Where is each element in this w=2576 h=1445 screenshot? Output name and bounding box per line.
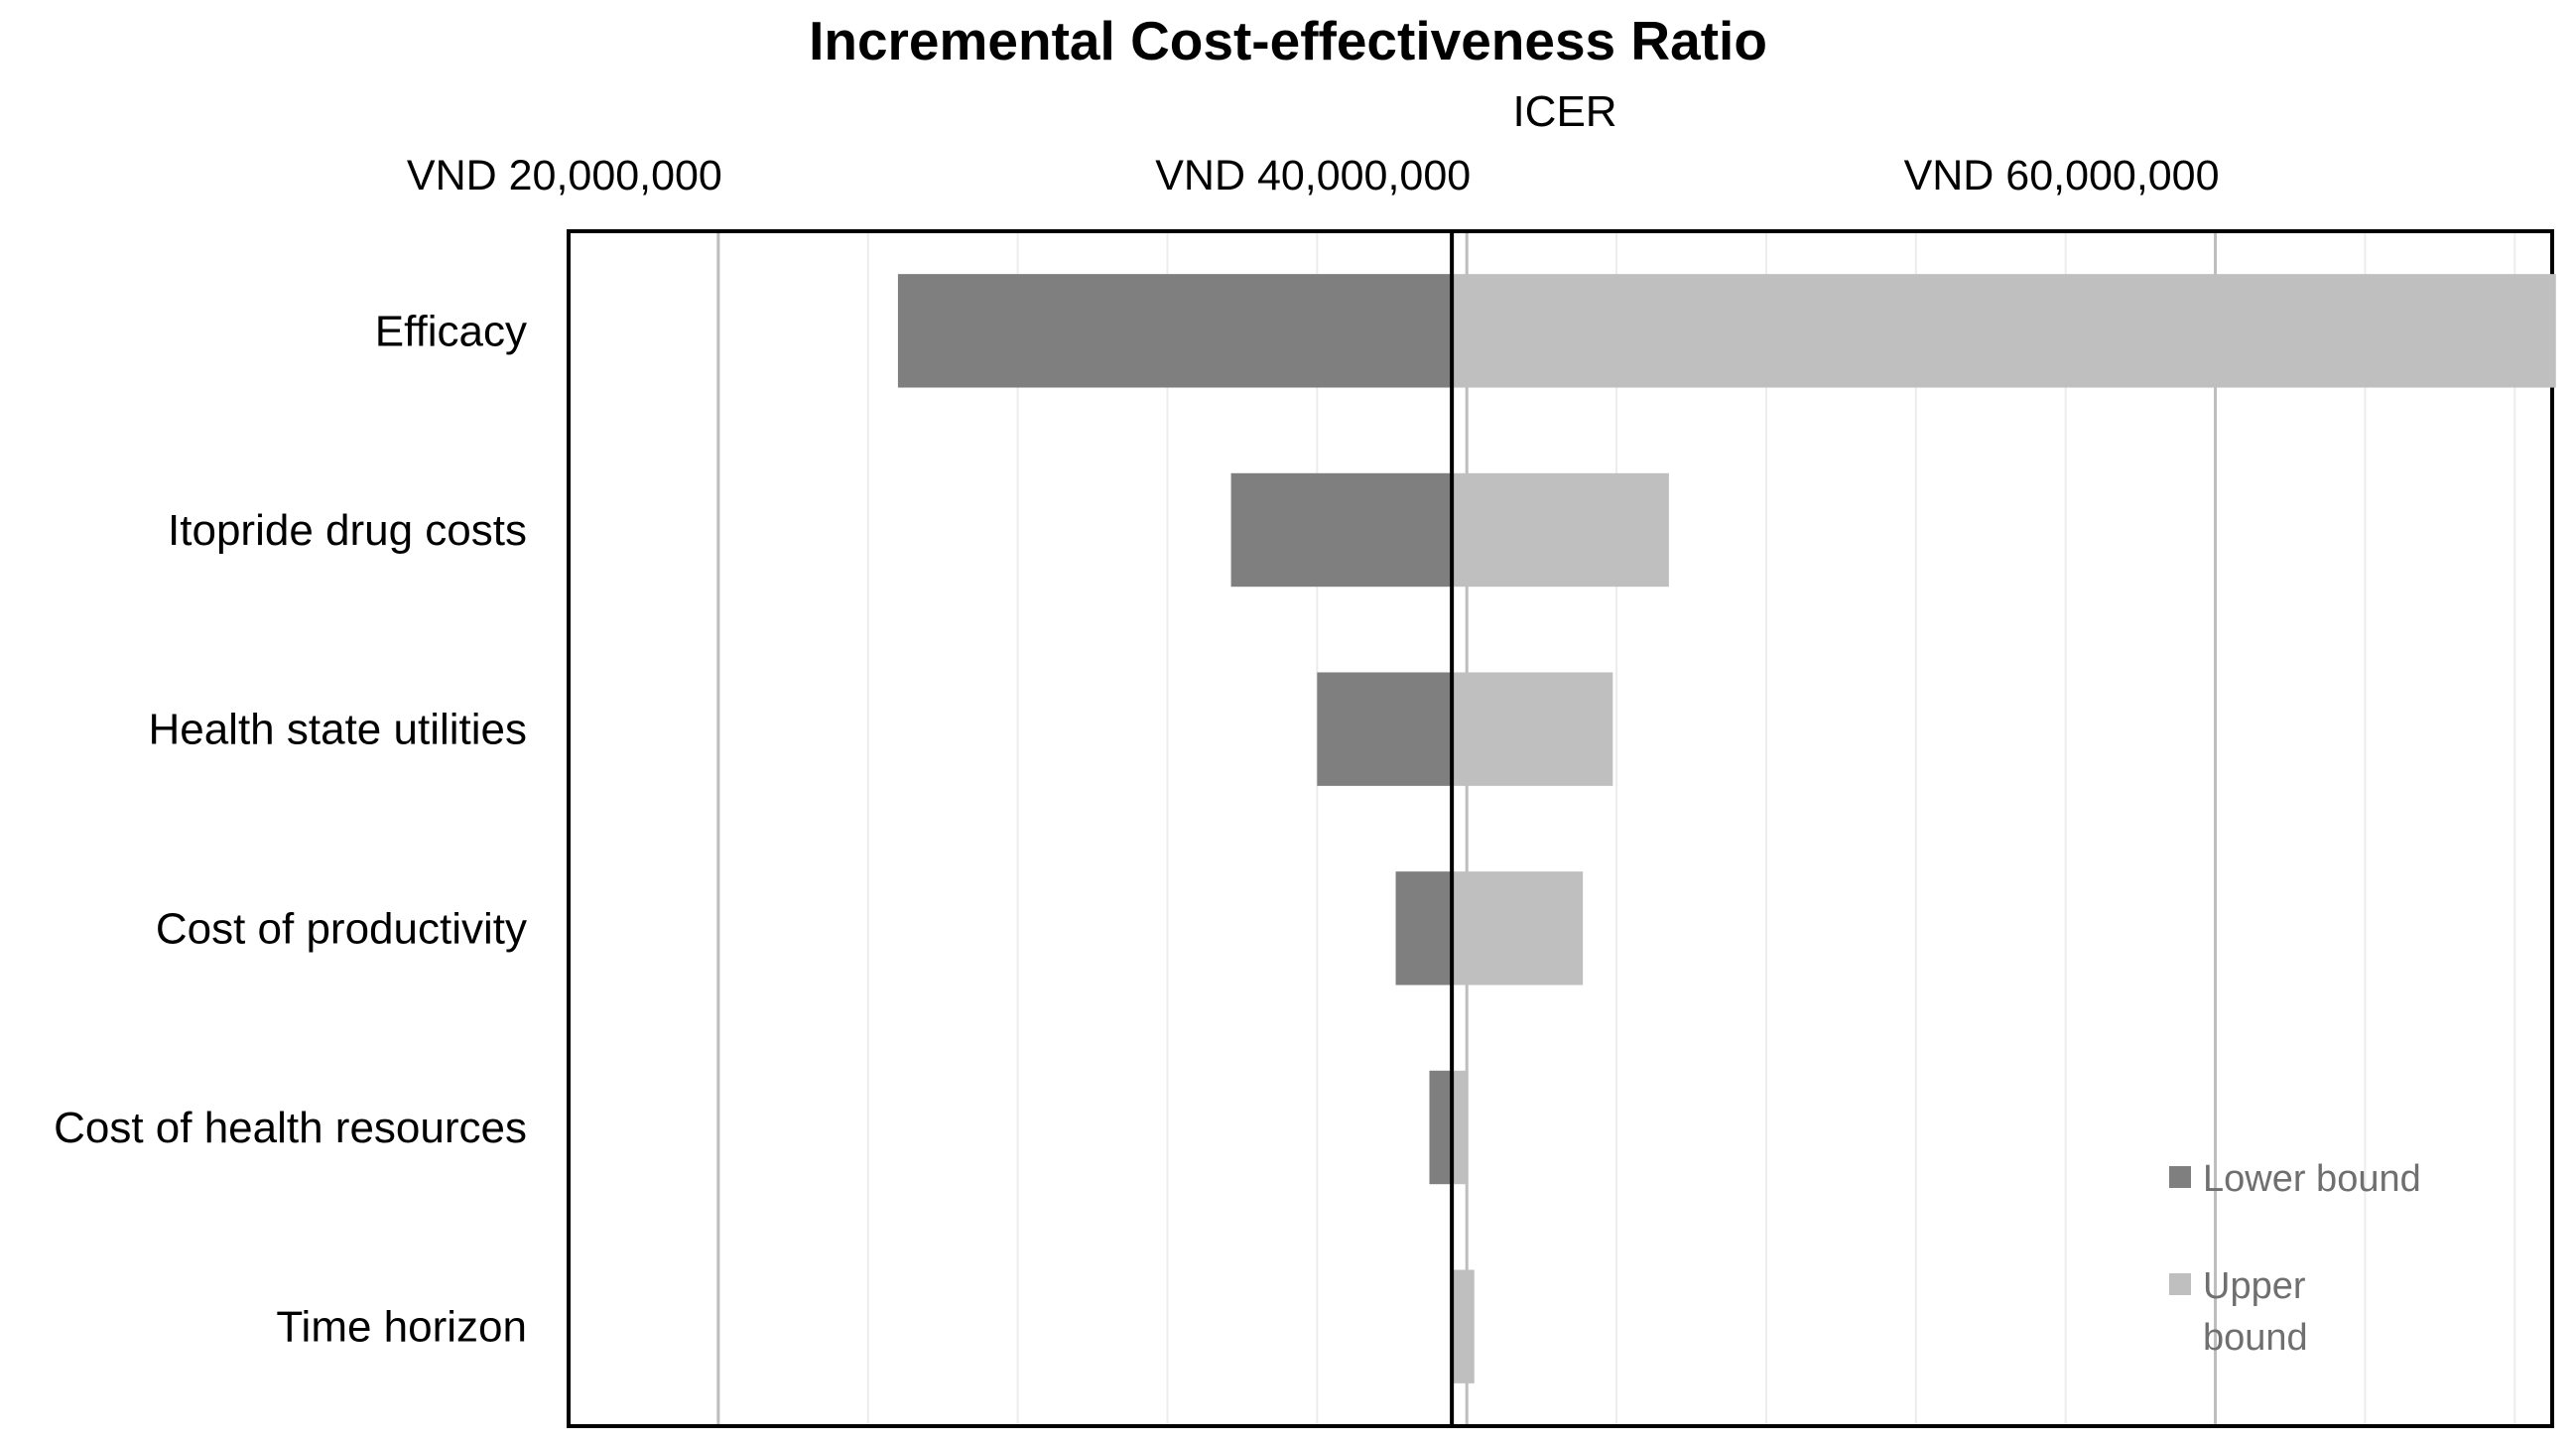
x-tick-label: VND 40,000,000	[1155, 152, 1471, 199]
bar-lower-bound-health-state-utilities	[1317, 672, 1453, 786]
x-tick-label: VND 60,000,000	[1904, 152, 2220, 199]
bar-upper-bound-cost-of-productivity	[1452, 871, 1584, 985]
plot-area	[567, 229, 2554, 1428]
x-axis-tick-labels: VND 20,000,000 VND 40,000,000 VND 60,000,0…	[407, 152, 2220, 199]
bar-upper-bound-health-state-utilities	[1452, 672, 1613, 786]
bar-lower-bound-itopride-drug-costs	[1230, 472, 1453, 588]
bar-upper-bound-efficacy	[1452, 274, 2556, 388]
bars	[897, 274, 2556, 1383]
bar-lower-bound-cost-of-productivity	[1395, 871, 1453, 985]
bar-upper-bound-itopride-drug-costs	[1452, 472, 1669, 588]
legend-swatch-lower-bound	[2169, 1166, 2191, 1188]
bar-lower-bound-cost-of-health-resources	[1429, 1070, 1453, 1185]
legend-swatch-upper-bound	[2169, 1273, 2191, 1295]
legend-label-upper-bound-line-2: bound	[2203, 1317, 2308, 1359]
bar-upper-bound-cost-of-health-resources	[1452, 1070, 1468, 1185]
chart-title: Incremental Cost-effectiveness Ratio	[809, 10, 1767, 71]
category-label: Cost of health resources	[54, 1104, 527, 1152]
legend: Lower bound Upper bound	[2169, 1158, 2421, 1359]
category-label: Health state utilities	[148, 706, 527, 754]
category-label: Itopride drug costs	[168, 506, 527, 555]
x-axis-title: ICER	[1512, 87, 1616, 136]
legend-label-lower-bound: Lower bound	[2203, 1158, 2421, 1200]
category-label: Cost of productivity	[156, 904, 527, 953]
category-labels: Efficacy Itopride drug costs Health state …	[54, 307, 527, 1351]
bar-lower-bound-efficacy	[897, 274, 1453, 388]
category-label: Efficacy	[375, 307, 527, 355]
category-label: Time horizon	[276, 1303, 527, 1352]
x-tick-label: VND 20,000,000	[407, 152, 722, 199]
legend-label-upper-bound: Upper bound	[2203, 1265, 2316, 1359]
bar-upper-bound-time-horizon	[1452, 1269, 1475, 1383]
legend-label-upper-bound-line-1: Upper	[2203, 1265, 2306, 1307]
gridlines	[716, 231, 2516, 1426]
